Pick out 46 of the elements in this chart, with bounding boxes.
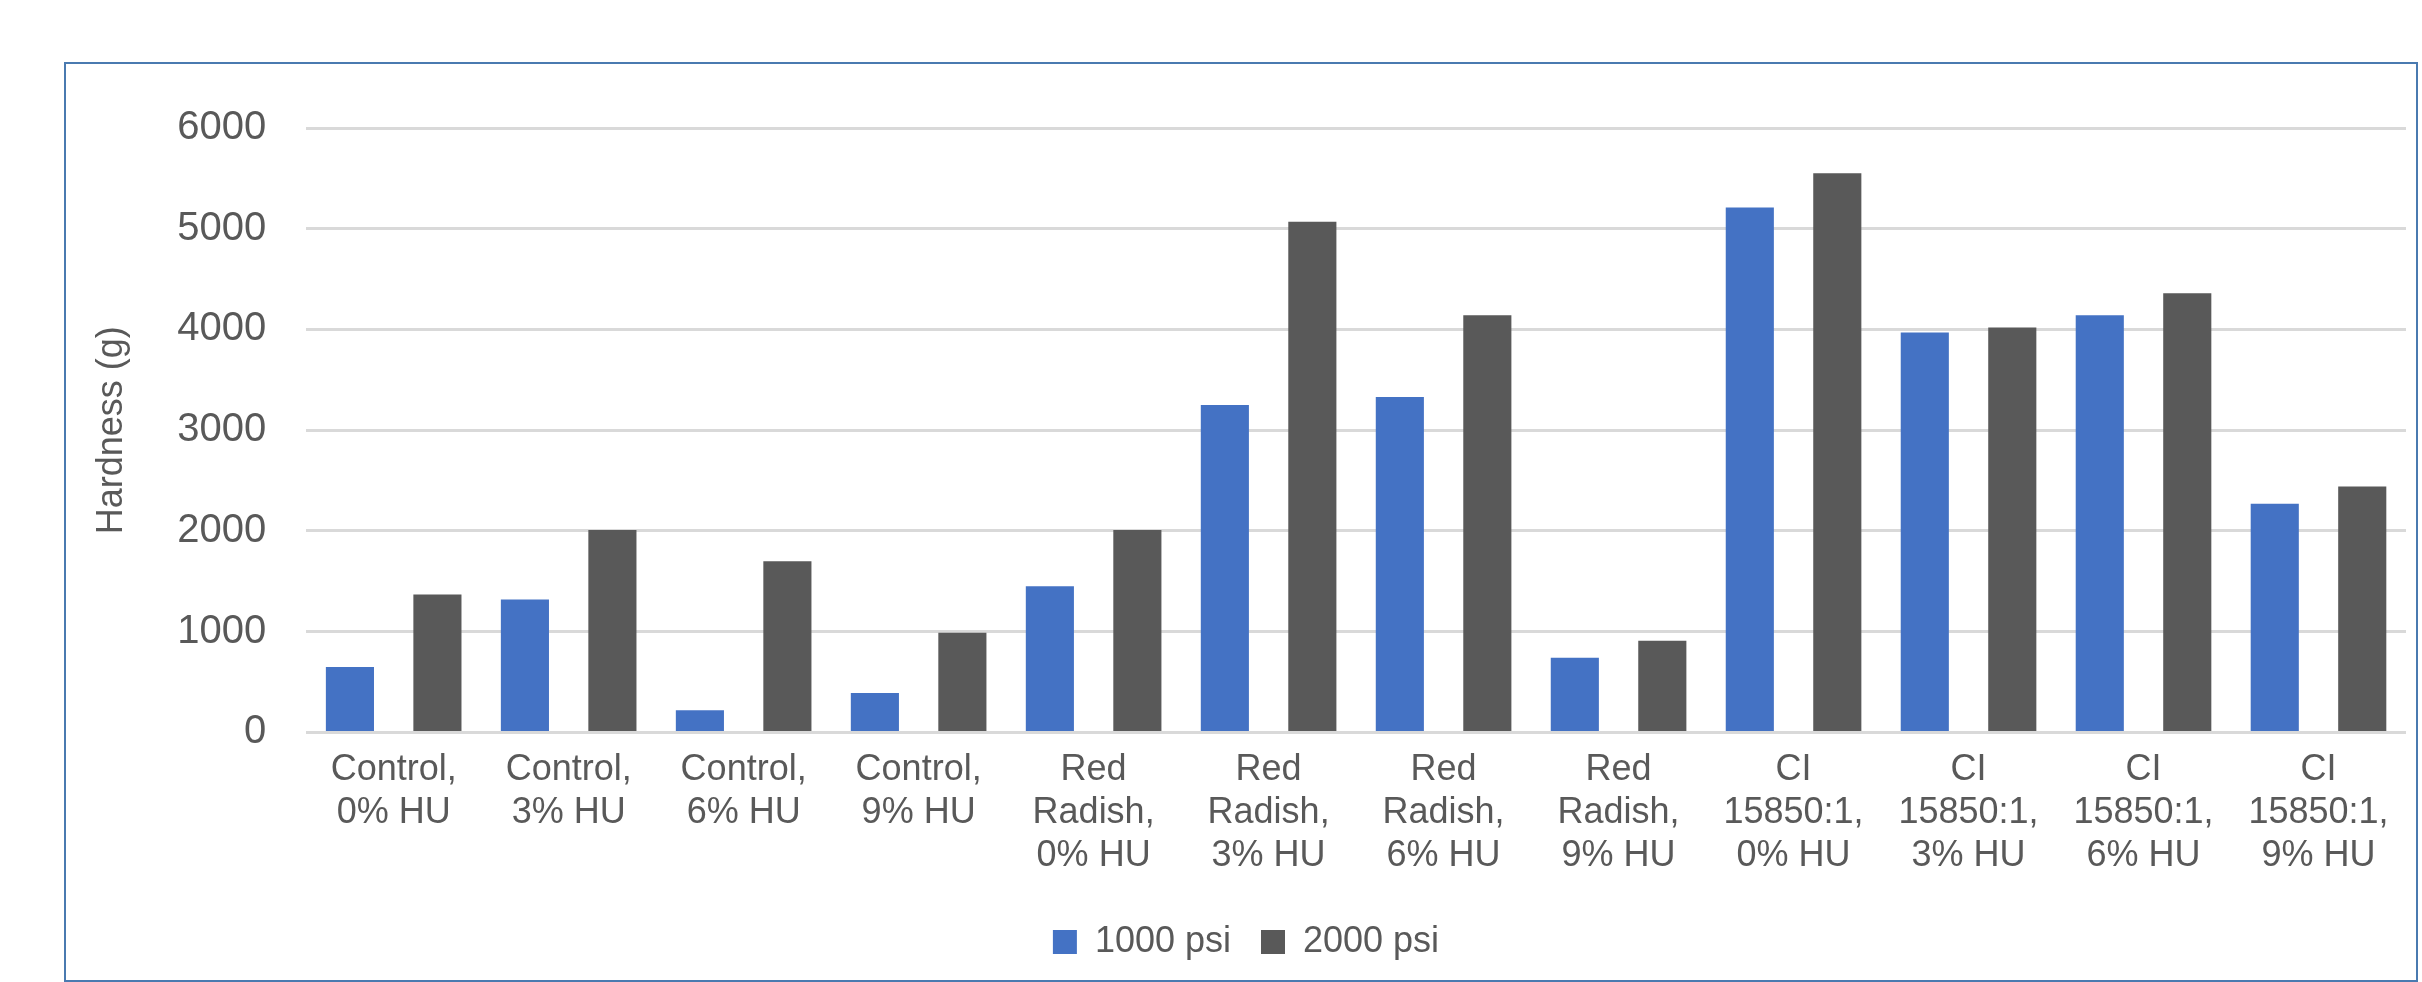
bar — [1113, 529, 1162, 731]
bar — [2338, 486, 2387, 731]
legend-label: 2000 psi — [1303, 918, 1440, 960]
bar — [1813, 173, 1862, 731]
bar — [1375, 396, 1424, 731]
bar — [1463, 315, 1512, 731]
legend-label: 1000 psi — [1094, 918, 1231, 960]
bar — [413, 594, 462, 731]
x-tick-label: Red Radish, 6% HU — [1382, 746, 1505, 875]
bar — [1725, 207, 1774, 731]
y-tick-label: 0 — [243, 707, 267, 752]
bar — [1988, 327, 2037, 731]
bar — [938, 632, 987, 731]
bar — [588, 529, 637, 731]
x-tick-label: Red Radish, 9% HU — [1557, 746, 1680, 875]
y-tick-label: 3000 — [177, 405, 267, 450]
bar — [675, 710, 724, 731]
bar — [2250, 503, 2299, 731]
y-tick-label: 5000 — [177, 203, 267, 248]
x-tick-label: CI 15850:1, 9% HU — [2248, 746, 2389, 875]
bar — [850, 693, 899, 731]
x-tick-label: Control, 3% HU — [505, 746, 632, 832]
bar — [1900, 332, 1949, 731]
bar — [500, 599, 549, 731]
bar — [1200, 405, 1249, 731]
bar — [1638, 640, 1687, 731]
y-tick-label: 1000 — [177, 606, 267, 651]
y-axis-title: Hardness (g) — [88, 326, 130, 535]
y-tick-label: 4000 — [177, 304, 267, 349]
x-tick-label: CI 15850:1, 3% HU — [1898, 746, 2039, 875]
bar — [1288, 221, 1337, 731]
bar — [325, 666, 374, 731]
x-tick-label: Control, 6% HU — [680, 746, 807, 832]
bar — [1550, 657, 1599, 731]
y-tick-label: 2000 — [177, 505, 267, 550]
bar — [763, 561, 812, 731]
bar — [2163, 293, 2212, 731]
x-tick-label: Control, 0% HU — [330, 746, 457, 832]
x-tick-label: Red Radish, 3% HU — [1207, 746, 1330, 875]
x-tick-label: CI 15850:1, 6% HU — [2073, 746, 2214, 875]
bar — [1025, 586, 1074, 731]
x-tick-label: CI 15850:1, 0% HU — [1723, 746, 1864, 875]
x-tick-label: Control, 9% HU — [855, 746, 982, 832]
x-tick-label: Red Radish, 0% HU — [1032, 746, 1155, 875]
y-tick-label: 6000 — [177, 103, 267, 148]
bar — [2075, 315, 2124, 731]
